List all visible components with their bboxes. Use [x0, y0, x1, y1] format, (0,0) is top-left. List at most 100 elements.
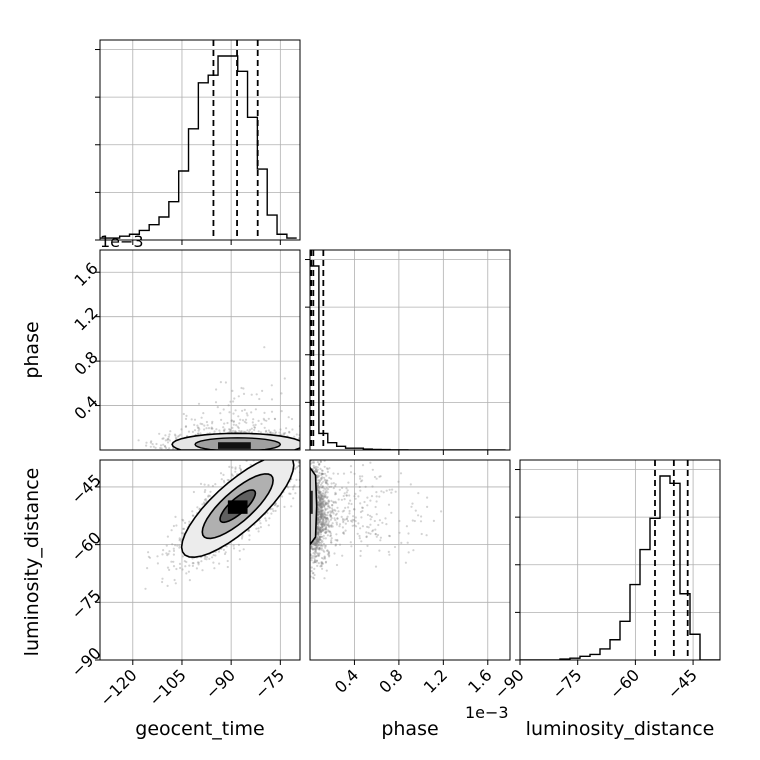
sample-point — [326, 482, 329, 485]
sample-point — [341, 526, 344, 529]
sample-point — [324, 488, 327, 491]
sample-point — [331, 510, 334, 513]
sample-point — [318, 520, 321, 523]
sample-point — [314, 542, 317, 545]
sample-point — [370, 495, 374, 498]
sample-point — [353, 508, 356, 511]
sample-point — [176, 544, 179, 547]
sample-point — [317, 511, 320, 514]
sample-point — [168, 550, 171, 553]
sample-point — [162, 549, 165, 552]
sample-point — [152, 445, 155, 448]
sample-point — [327, 500, 331, 503]
sample-point — [269, 455, 271, 457]
sample-point — [391, 488, 394, 491]
sample-point — [302, 474, 304, 476]
sample-point — [191, 430, 194, 433]
sample-point — [385, 489, 388, 492]
sample-point — [313, 466, 316, 469]
sample-point — [321, 562, 325, 565]
sample-point — [313, 454, 315, 456]
sample-point — [314, 560, 317, 563]
sample-point — [334, 500, 337, 503]
sample-point — [274, 504, 277, 507]
sample-point — [207, 494, 210, 497]
sample-point — [324, 495, 327, 499]
sample-point — [319, 496, 322, 499]
sample-point — [318, 498, 321, 501]
sample-point — [320, 497, 323, 500]
sample-point — [238, 558, 241, 561]
sample-point — [320, 565, 323, 568]
sample-point — [287, 416, 290, 419]
sample-point — [321, 472, 324, 475]
sample-point — [323, 525, 326, 528]
sample-point — [319, 502, 322, 505]
sample-point — [203, 428, 206, 431]
sample-point — [307, 487, 309, 489]
sample-point — [330, 514, 333, 518]
sample-point — [317, 490, 320, 493]
sample-point — [335, 563, 339, 567]
sample-point — [321, 501, 324, 504]
sample-point — [336, 517, 339, 520]
sample-point — [348, 494, 351, 497]
sample-point — [324, 546, 327, 549]
sample-point — [331, 507, 334, 510]
sample-point — [379, 475, 382, 478]
sample-point — [322, 495, 325, 498]
sample-point — [328, 457, 330, 459]
sample-point — [312, 541, 315, 544]
sample-point — [318, 512, 322, 515]
sample-point — [314, 559, 317, 562]
sample-point — [320, 561, 324, 564]
sample-point — [323, 512, 326, 516]
sample-point — [165, 446, 168, 450]
sample-point — [336, 538, 339, 542]
sample-point — [322, 495, 325, 498]
sample-point — [257, 527, 260, 530]
sample-point — [271, 507, 274, 511]
sample-point — [318, 491, 321, 494]
sample-point — [199, 432, 202, 435]
sample-point — [323, 524, 326, 527]
panel-phase-luminosity_distance — [309, 459, 511, 661]
sample-point — [297, 455, 299, 457]
sample-point — [327, 499, 330, 502]
sample-point — [316, 513, 319, 516]
sample-point — [318, 547, 321, 550]
sample-point — [344, 529, 347, 532]
sample-point — [404, 561, 407, 564]
sample-point — [358, 534, 361, 538]
sample-point — [316, 526, 319, 530]
sample-point — [329, 541, 333, 544]
sample-point — [319, 494, 323, 497]
sample-point — [318, 486, 321, 489]
sample-point — [312, 552, 315, 555]
sample-point — [352, 508, 356, 511]
sample-point — [351, 518, 354, 522]
sample-point — [291, 455, 293, 457]
sample-point — [232, 544, 235, 547]
sample-point — [318, 463, 321, 466]
sample-point — [320, 530, 323, 533]
sample-point — [343, 518, 346, 521]
sample-point — [321, 511, 324, 514]
sample-point — [376, 533, 380, 537]
sample-point — [320, 517, 323, 520]
sample-point — [318, 504, 322, 508]
sample-point — [361, 506, 364, 509]
sample-point — [321, 567, 324, 570]
sample-point — [324, 508, 328, 511]
sample-point — [184, 521, 187, 525]
sample-point — [313, 573, 316, 577]
sample-point — [166, 438, 169, 441]
sample-point — [197, 429, 200, 432]
sample-point — [318, 462, 321, 465]
sample-point — [222, 426, 225, 429]
sample-point — [323, 496, 326, 499]
sample-point — [316, 474, 319, 477]
sample-point — [325, 569, 328, 572]
sample-point — [360, 540, 363, 543]
sample-point — [322, 549, 325, 552]
